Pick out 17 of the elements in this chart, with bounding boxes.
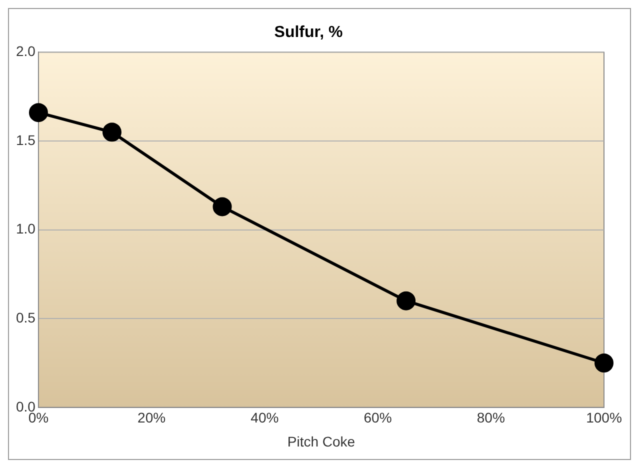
x-tick-label: 60% xyxy=(364,410,392,426)
y-tick-label: 1.0 xyxy=(16,220,36,237)
y-tick-label: 0.0 xyxy=(16,398,36,414)
x-tick-label: 40% xyxy=(250,410,279,426)
y-tick-label: 0.5 xyxy=(16,309,36,326)
x-tick-label: 80% xyxy=(476,410,505,426)
x-axis-title: Pitch Coke xyxy=(287,433,356,450)
point xyxy=(212,197,232,216)
point xyxy=(28,103,48,122)
point xyxy=(396,291,416,310)
x-tick-label: 20% xyxy=(138,410,166,426)
point xyxy=(102,122,122,142)
y-tick-label: 1.5 xyxy=(16,132,36,148)
x-tick-label: 100% xyxy=(586,410,622,426)
y-tick-label: 2.0 xyxy=(16,43,36,60)
point xyxy=(594,354,614,372)
chart-title: Sulfur, % xyxy=(274,24,343,42)
